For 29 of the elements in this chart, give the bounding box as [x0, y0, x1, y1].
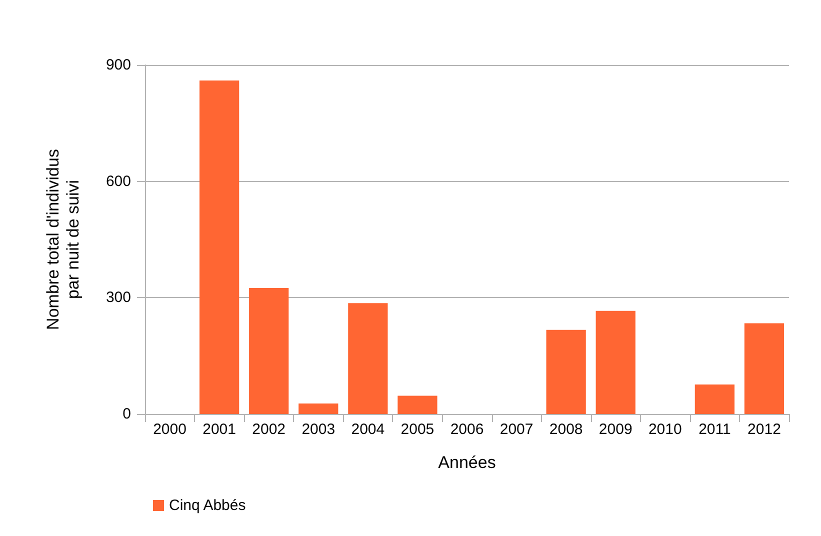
x-tick-label: 2010: [648, 421, 682, 438]
bar: [694, 384, 735, 414]
x-tick-label: 2007: [500, 421, 534, 438]
x-tick-label: 2012: [748, 421, 781, 438]
x-tick-label: 2004: [351, 421, 385, 438]
bar: [398, 396, 438, 414]
bar: [348, 303, 388, 414]
y-tick-label: 300: [106, 289, 131, 306]
bar: [546, 330, 586, 414]
x-tick-label: 2009: [598, 421, 632, 438]
x-tick-label: 2003: [302, 421, 336, 438]
x-tick-label: 2005: [400, 421, 434, 438]
bar: [744, 323, 784, 414]
x-tick-label: 2001: [202, 421, 236, 438]
x-tick-label: 2002: [252, 421, 286, 438]
y-axis-title: Nombre total d'individus par nuit de suivi: [44, 149, 82, 330]
bar: [298, 404, 338, 414]
y-tick-label: 900: [106, 56, 131, 74]
bar: [199, 80, 240, 414]
x-tick-label: 2006: [450, 421, 484, 438]
legend-label: Cinq Abbés: [169, 497, 246, 514]
x-tick-label: 2000: [153, 421, 186, 438]
x-axis-title: Années: [438, 453, 496, 472]
x-tick-label: 2011: [698, 421, 731, 438]
y-tick-label: 0: [122, 406, 131, 422]
x-tick-label: 2008: [549, 421, 583, 438]
bar: [249, 288, 289, 414]
bar: [596, 310, 636, 414]
y-tick-label: 600: [106, 172, 131, 190]
